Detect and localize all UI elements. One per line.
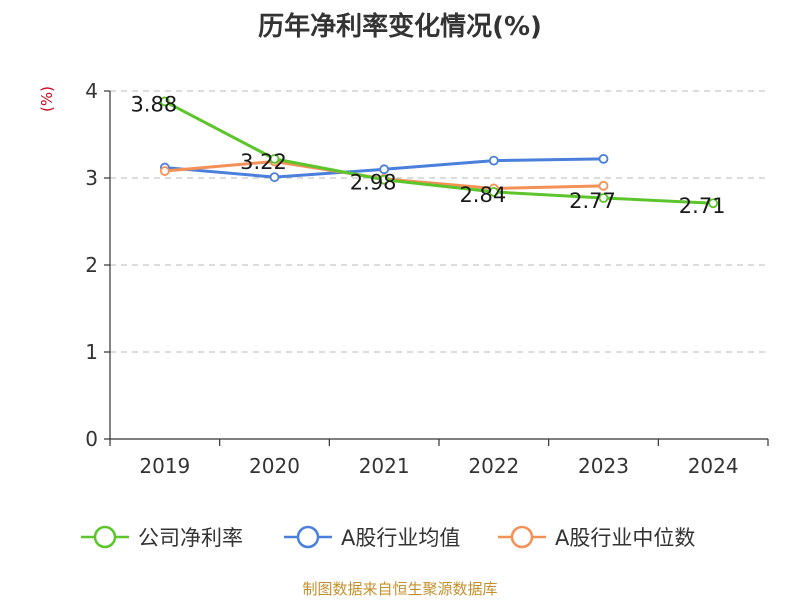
legend-label: A股行业中位数	[555, 526, 696, 550]
x-tick-label: 2021	[359, 454, 410, 478]
x-tick-label: 2020	[249, 454, 300, 478]
data-point-0	[488, 187, 499, 197]
y-tick-label: 1	[85, 340, 98, 364]
legend-circle	[296, 525, 320, 549]
legend-item[interactable]: 公司净利率	[80, 520, 243, 554]
data-point-2	[159, 166, 170, 176]
data-source-note: 制图数据来自恒生聚源数据库	[302, 580, 498, 598]
x-tick-label: 2024	[688, 454, 739, 478]
x-tick-label: 2022	[468, 454, 519, 478]
y-tick-label: 3	[85, 166, 98, 190]
y-tick-label: 2	[85, 253, 98, 277]
y-tick-label: 4	[85, 79, 98, 103]
legend-item[interactable]: A股行业中位数	[497, 520, 695, 554]
data-point-1	[488, 155, 499, 166]
data-point-0	[269, 153, 280, 164]
x-tick-label: 2023	[578, 454, 629, 478]
data-point-0	[379, 174, 390, 185]
legend-circle	[510, 525, 534, 549]
legend-item[interactable]: A股行业均值	[283, 520, 460, 554]
legend-line-circle-icon	[284, 525, 332, 549]
legend-label: 公司净利率	[138, 526, 243, 550]
legend-line-circle-icon	[498, 525, 546, 549]
legend: 公司净利率 A股行业均值 A股行业中位数	[0, 520, 800, 554]
data-label: 3.22	[240, 150, 287, 174]
data-label: 2.71	[679, 194, 726, 218]
legend-line-circle-icon	[81, 525, 129, 549]
legend-circle	[93, 525, 117, 549]
data-label: 2.77	[569, 189, 616, 213]
data-point-0	[598, 193, 609, 203]
series-line-0	[164, 100, 714, 205]
legend-label: A股行业均值	[341, 526, 461, 550]
data-point-1	[598, 153, 609, 164]
y-tick-label: 0	[85, 427, 98, 451]
data-point-0	[708, 198, 719, 209]
data-label: 3.88	[130, 92, 177, 116]
data-point-1	[379, 164, 390, 175]
data-point-2	[598, 180, 609, 191]
data-point-1	[269, 172, 280, 183]
data-label: 2.84	[459, 183, 506, 207]
chart-title: 历年净利率变化情况(%)	[258, 12, 542, 42]
data-label: 2.98	[350, 171, 397, 195]
x-tick-label: 2019	[139, 454, 190, 478]
data-point-0	[159, 96, 170, 107]
